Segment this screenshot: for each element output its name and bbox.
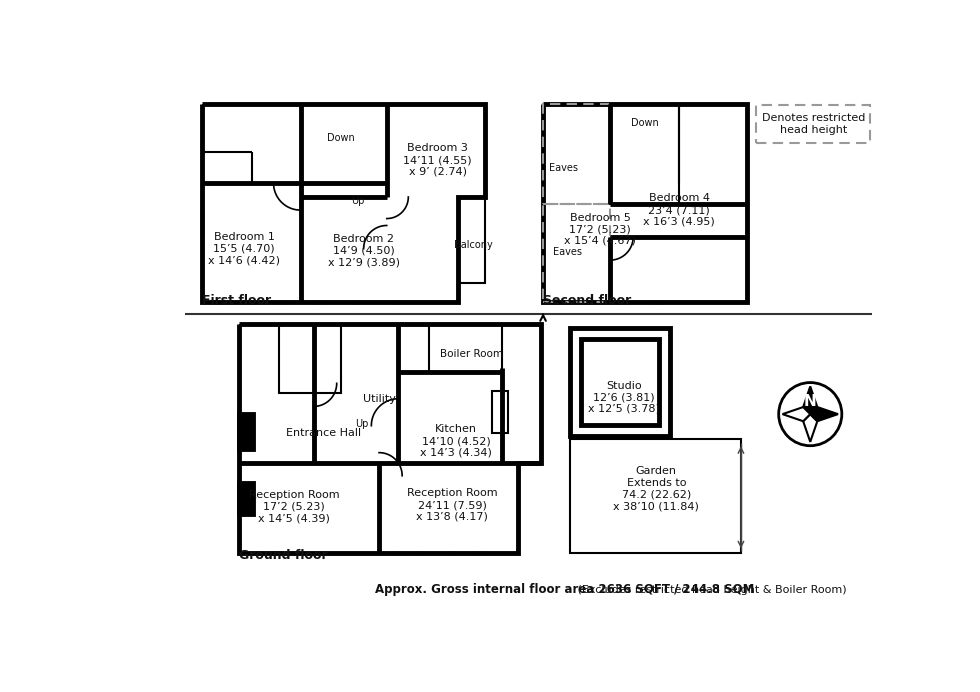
Text: Eaves: Eaves xyxy=(553,248,582,257)
Bar xyxy=(543,104,611,204)
Text: First floor: First floor xyxy=(202,294,271,307)
Text: Approx. Gross internal floor area 2636 SQFT / 244.8 SQM: Approx. Gross internal floor area 2636 S… xyxy=(375,583,755,597)
Text: Balcony: Balcony xyxy=(454,239,492,250)
Bar xyxy=(239,484,253,514)
Text: Reception Room
24’11 (7.59)
x 13’8 (4.17): Reception Room 24’11 (7.59) x 13’8 (4.17… xyxy=(407,489,498,522)
Bar xyxy=(611,104,679,204)
Text: Bedroom 4
23’4 (7.11)
x 16’3 (4.95): Bedroom 4 23’4 (7.11) x 16’3 (4.95) xyxy=(644,194,715,227)
Text: Down: Down xyxy=(631,118,659,128)
Bar xyxy=(239,414,253,449)
Bar xyxy=(492,391,508,433)
Bar xyxy=(429,324,503,372)
Text: Boiler Room: Boiler Room xyxy=(440,349,503,359)
Text: Bedroom 1
15’5 (4.70)
x 14’6 (4.42): Bedroom 1 15’5 (4.70) x 14’6 (4.42) xyxy=(209,232,280,265)
Text: Up: Up xyxy=(356,419,368,429)
Text: Down: Down xyxy=(326,134,355,143)
Text: Entrance Hall: Entrance Hall xyxy=(286,428,362,439)
Bar xyxy=(458,197,485,283)
Text: Reception Room
17’2 (5.23)
x 14’5 (4.39): Reception Room 17’2 (5.23) x 14’5 (4.39) xyxy=(249,490,340,523)
Bar xyxy=(279,324,341,393)
Text: Up: Up xyxy=(351,196,365,206)
Text: N: N xyxy=(804,394,816,409)
Polygon shape xyxy=(783,407,810,421)
Bar xyxy=(570,439,741,553)
Text: Bedroom 2
14’9 (4.50)
x 12’9 (3.89): Bedroom 2 14’9 (4.50) x 12’9 (3.89) xyxy=(327,235,400,268)
Bar xyxy=(581,338,660,425)
Text: Bedroom 5
17’2 (5.23)
x 15’4 (4.67): Bedroom 5 17’2 (5.23) x 15’4 (4.67) xyxy=(564,212,636,246)
Text: Eaves: Eaves xyxy=(550,163,578,173)
Polygon shape xyxy=(810,407,838,421)
Text: Utility: Utility xyxy=(363,394,396,403)
Text: Studio
12’6 (3.81)
x 12’5 (3.78): Studio 12’6 (3.81) x 12’5 (3.78) xyxy=(588,381,660,414)
Bar xyxy=(570,328,670,436)
Text: Bedroom 3
14’11 (4.55)
x 9’ (2.74): Bedroom 3 14’11 (4.55) x 9’ (2.74) xyxy=(403,143,472,176)
Text: Denotes restricted
head height: Denotes restricted head height xyxy=(761,113,865,135)
Text: (Excludes restricted head height & Boiler Room): (Excludes restricted head height & Boile… xyxy=(574,585,847,594)
Bar xyxy=(543,204,611,302)
Polygon shape xyxy=(804,414,817,442)
Polygon shape xyxy=(804,386,817,414)
Text: Kitchen
14’10 (4.52)
x 14’3 (4.34): Kitchen 14’10 (4.52) x 14’3 (4.34) xyxy=(420,424,492,457)
Text: Second floor: Second floor xyxy=(543,294,631,307)
Text: Garden
Extends to
74.2 (22.62)
x 38’10 (11.84): Garden Extends to 74.2 (22.62) x 38’10 (… xyxy=(613,466,699,511)
Bar xyxy=(757,104,870,143)
Text: Ground floor: Ground floor xyxy=(239,549,327,562)
